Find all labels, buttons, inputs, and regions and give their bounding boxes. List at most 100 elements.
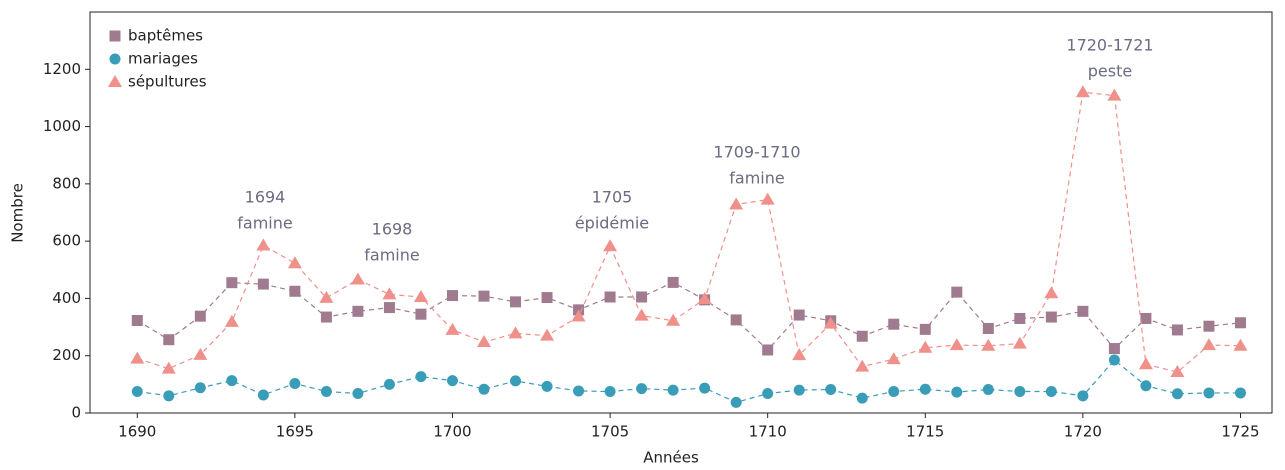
marker — [825, 384, 837, 396]
marker — [194, 310, 206, 322]
marker — [855, 359, 870, 372]
y-tick-label: 800 — [52, 174, 81, 192]
annotation: 1720-1721 — [1066, 36, 1153, 55]
legend-marker — [109, 30, 121, 42]
marker — [508, 326, 523, 339]
x-tick-label: 1725 — [1221, 423, 1259, 441]
series-line — [136, 281, 1241, 351]
marker — [1045, 386, 1057, 398]
legend-marker — [108, 75, 122, 87]
x-tick-label: 1695 — [276, 423, 314, 441]
marker — [634, 308, 649, 321]
x-tick-label: 1710 — [749, 423, 787, 441]
marker — [793, 384, 805, 396]
marker — [697, 292, 712, 305]
marker — [919, 383, 931, 395]
marker — [257, 389, 269, 401]
marker — [636, 291, 648, 303]
marker — [666, 313, 681, 326]
y-tick-label: 0 — [71, 404, 81, 422]
marker — [413, 289, 428, 302]
marker — [1045, 311, 1057, 323]
marker — [193, 347, 208, 360]
marker — [352, 388, 364, 400]
y-tick-label: 1000 — [43, 117, 81, 135]
y-tick-label: 1200 — [43, 60, 81, 78]
marker — [131, 314, 143, 326]
marker — [760, 192, 775, 205]
marker — [888, 318, 900, 330]
x-tick-label: 1690 — [118, 423, 156, 441]
series-line — [137, 359, 1241, 404]
marker — [729, 197, 744, 210]
marker — [161, 361, 176, 374]
marker — [289, 285, 301, 297]
marker — [1108, 354, 1120, 366]
legend-label: baptêmes — [128, 27, 203, 45]
marker — [382, 287, 397, 300]
marker — [1012, 336, 1027, 349]
legend-marker — [109, 53, 121, 65]
marker — [573, 385, 585, 397]
series-line — [137, 91, 1241, 373]
y-tick-label: 600 — [52, 232, 81, 250]
marker — [415, 308, 427, 320]
annotation: famine — [364, 246, 419, 265]
marker — [415, 371, 427, 383]
marker — [1234, 317, 1246, 329]
marker — [510, 375, 522, 387]
marker — [856, 392, 868, 404]
plot-frame — [89, 11, 1273, 414]
marker — [352, 305, 364, 317]
x-axis-label: Années — [643, 449, 699, 467]
marker — [1140, 312, 1152, 324]
y-tick-label: 400 — [52, 289, 81, 307]
marker — [194, 382, 206, 394]
annotation: 1698 — [372, 220, 413, 239]
marker — [1044, 286, 1059, 299]
marker — [1107, 88, 1122, 101]
marker — [478, 383, 490, 395]
marker — [603, 239, 618, 252]
x-tick-label: 1720 — [1064, 423, 1102, 441]
marker — [224, 314, 239, 327]
marker — [981, 338, 996, 351]
marker — [982, 384, 994, 396]
marker — [730, 396, 742, 408]
marker — [1171, 388, 1183, 400]
marker — [383, 378, 395, 390]
annotation: 1709-1710 — [713, 143, 800, 162]
marker — [350, 272, 365, 285]
annotation: 1694 — [245, 188, 286, 207]
marker — [982, 323, 994, 335]
marker — [320, 311, 332, 323]
marker — [571, 309, 586, 322]
marker — [510, 296, 522, 308]
y-tick-label: 200 — [52, 346, 81, 364]
marker — [1203, 387, 1215, 399]
marker — [541, 292, 553, 304]
marker — [1140, 380, 1152, 392]
marker — [856, 330, 868, 342]
marker — [604, 291, 616, 303]
marker — [446, 290, 458, 302]
marker — [383, 302, 395, 314]
marker — [1014, 386, 1026, 398]
legend-label: mariages — [128, 50, 198, 68]
x-tick-label: 1715 — [906, 423, 944, 441]
marker — [1234, 387, 1246, 399]
marker — [793, 309, 805, 321]
marker — [792, 348, 807, 361]
marker — [446, 375, 458, 387]
marker — [1075, 85, 1090, 98]
annotation: épidémie — [575, 214, 649, 233]
marker — [949, 338, 964, 351]
marker — [540, 328, 555, 341]
marker — [319, 290, 334, 303]
marker — [762, 388, 774, 400]
marker — [1077, 305, 1089, 317]
x-tick-label: 1700 — [433, 423, 471, 441]
y-axis-label: Nombre — [9, 183, 27, 243]
marker — [823, 316, 838, 329]
marker — [1138, 357, 1153, 370]
